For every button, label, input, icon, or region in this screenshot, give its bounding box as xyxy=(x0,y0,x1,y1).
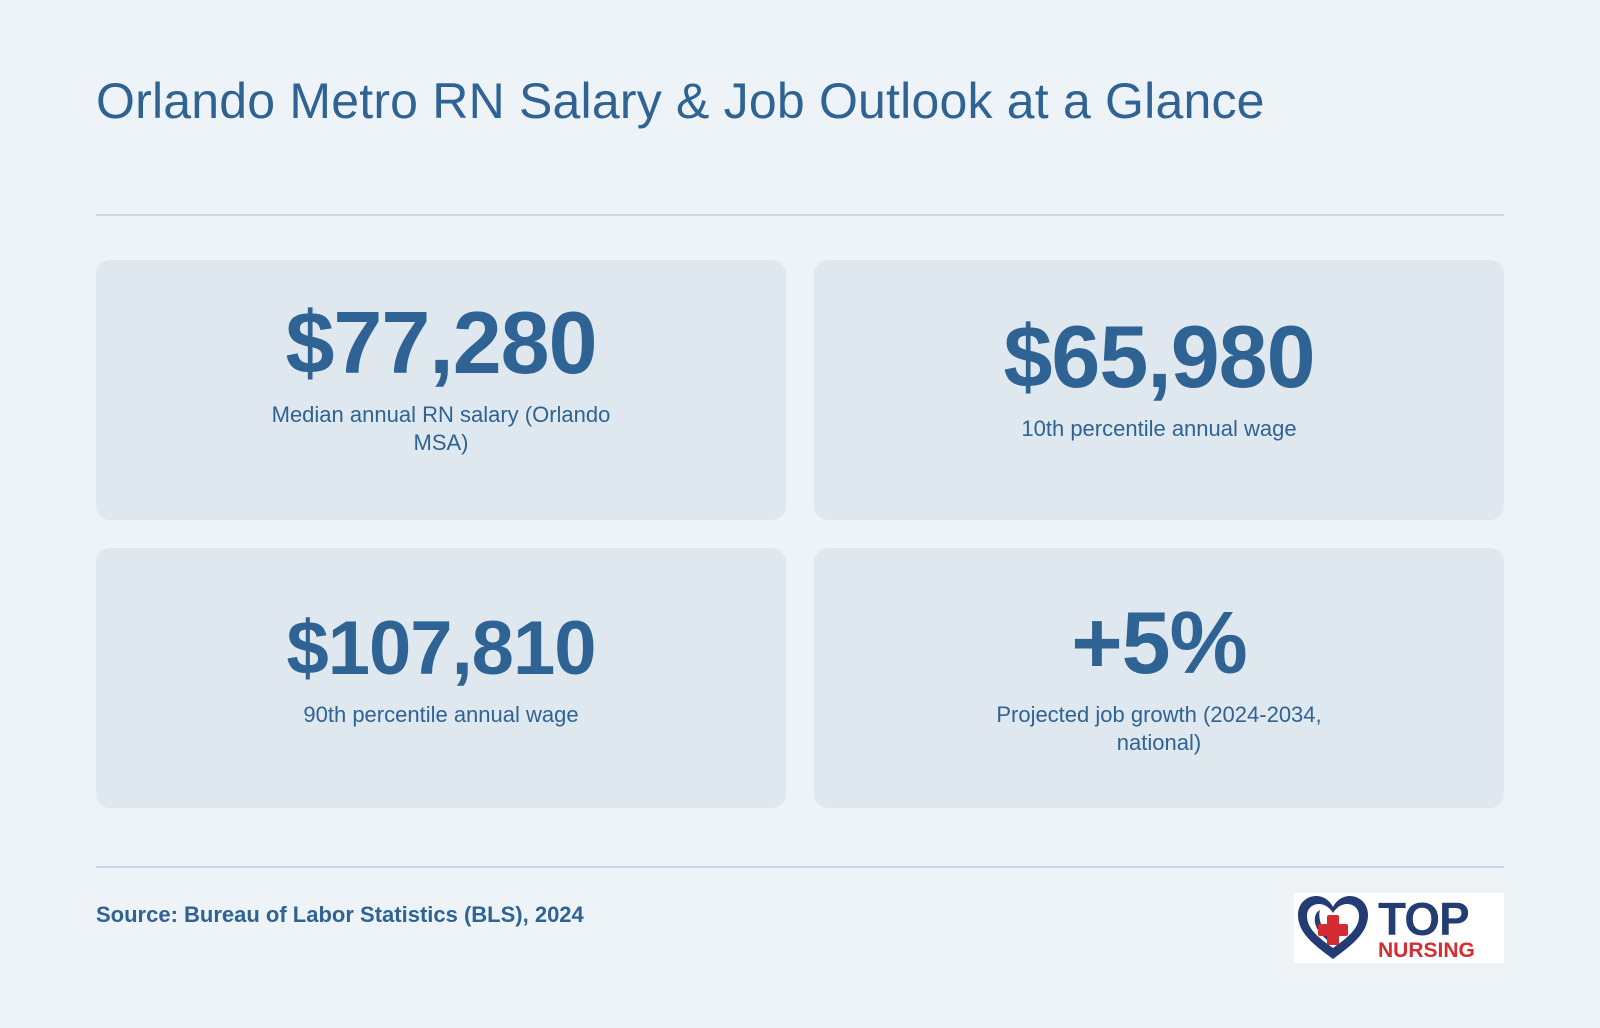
stat-label: 90th percentile annual wage xyxy=(303,702,579,727)
top-divider xyxy=(96,214,1504,216)
stat-card-90th-percentile: $107,810 90th percentile annual wage xyxy=(96,548,786,808)
logo-wordmark-top: TOP xyxy=(1378,892,1470,945)
top-nursing-logo: TOP NURSING xyxy=(1294,893,1504,963)
page-title: Orlando Metro RN Salary & Job Outlook at… xyxy=(96,73,1265,129)
stat-label: Median annual RN salary (Orlando MSA) xyxy=(271,402,611,455)
stat-value: +5% xyxy=(1071,593,1248,692)
stat-card-median-salary: $77,280 Median annual RN salary (Orlando… xyxy=(96,260,786,520)
stat-card-10th-percentile: $65,980 10th percentile annual wage xyxy=(814,260,1504,520)
stat-value: $65,980 xyxy=(1003,307,1315,406)
stat-card-job-growth: +5% Projected job growth (2024-2034, nat… xyxy=(814,548,1504,808)
logo-wordmark-nursing: NURSING xyxy=(1378,938,1475,962)
source-note: Source: Bureau of Labor Statistics (BLS)… xyxy=(96,902,584,927)
stat-value: $77,280 xyxy=(285,293,597,392)
stat-value: $107,810 xyxy=(286,606,597,691)
stat-label: Projected job growth (2024-2034, nationa… xyxy=(996,702,1322,755)
heart-cross-icon xyxy=(1298,896,1368,959)
stat-label: 10th percentile annual wage xyxy=(1021,416,1297,441)
bottom-divider xyxy=(96,866,1504,868)
